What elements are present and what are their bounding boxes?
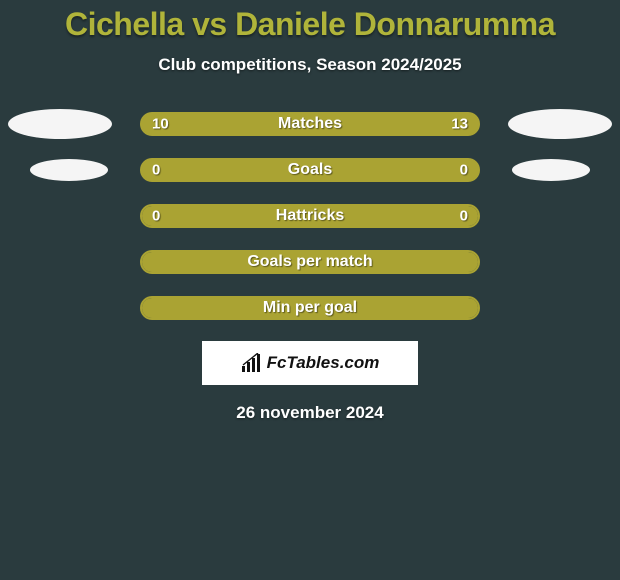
page-title: Cichella vs Daniele Donnarumma <box>0 6 620 43</box>
stat-bar: 0 0 Goals <box>140 158 480 182</box>
stat-bar: 10 13 Matches <box>140 112 480 136</box>
player-right-ellipse <box>508 109 612 139</box>
stat-row: Goals per match <box>0 249 620 275</box>
stat-label: Min per goal <box>263 299 357 317</box>
stat-row: 10 13 Matches <box>0 111 620 137</box>
stat-bar: Min per goal <box>140 296 480 320</box>
subtitle: Club competitions, Season 2024/2025 <box>0 55 620 75</box>
chart-icon <box>241 353 263 373</box>
date-line: 26 november 2024 <box>0 403 620 423</box>
stat-rows: 10 13 Matches 0 0 Goals 0 0 Hattricks Goals per m… <box>0 111 620 321</box>
stat-value-right: 0 <box>460 162 468 179</box>
stat-label: Matches <box>278 115 342 133</box>
stat-value-right: 0 <box>460 208 468 225</box>
brand-badge[interactable]: FcTables.com <box>202 341 418 385</box>
player-left-ellipse <box>8 109 112 139</box>
stat-row: 0 0 Hattricks <box>0 203 620 229</box>
stat-bar: 0 0 Hattricks <box>140 204 480 228</box>
stat-value-left: 10 <box>152 116 169 133</box>
stat-bar: Goals per match <box>140 250 480 274</box>
stat-label: Hattricks <box>276 207 344 225</box>
comparison-widget: Cichella vs Daniele Donnarumma Club comp… <box>0 0 620 580</box>
stat-row: 0 0 Goals <box>0 157 620 183</box>
brand-text: FcTables.com <box>267 353 380 373</box>
stat-row: Min per goal <box>0 295 620 321</box>
stat-value-left: 0 <box>152 208 160 225</box>
player-left-ellipse <box>30 159 108 181</box>
stat-value-right: 13 <box>451 116 468 133</box>
player-right-ellipse <box>512 159 590 181</box>
stat-label: Goals per match <box>247 253 372 271</box>
stat-label: Goals <box>288 161 332 179</box>
stat-value-left: 0 <box>152 162 160 179</box>
